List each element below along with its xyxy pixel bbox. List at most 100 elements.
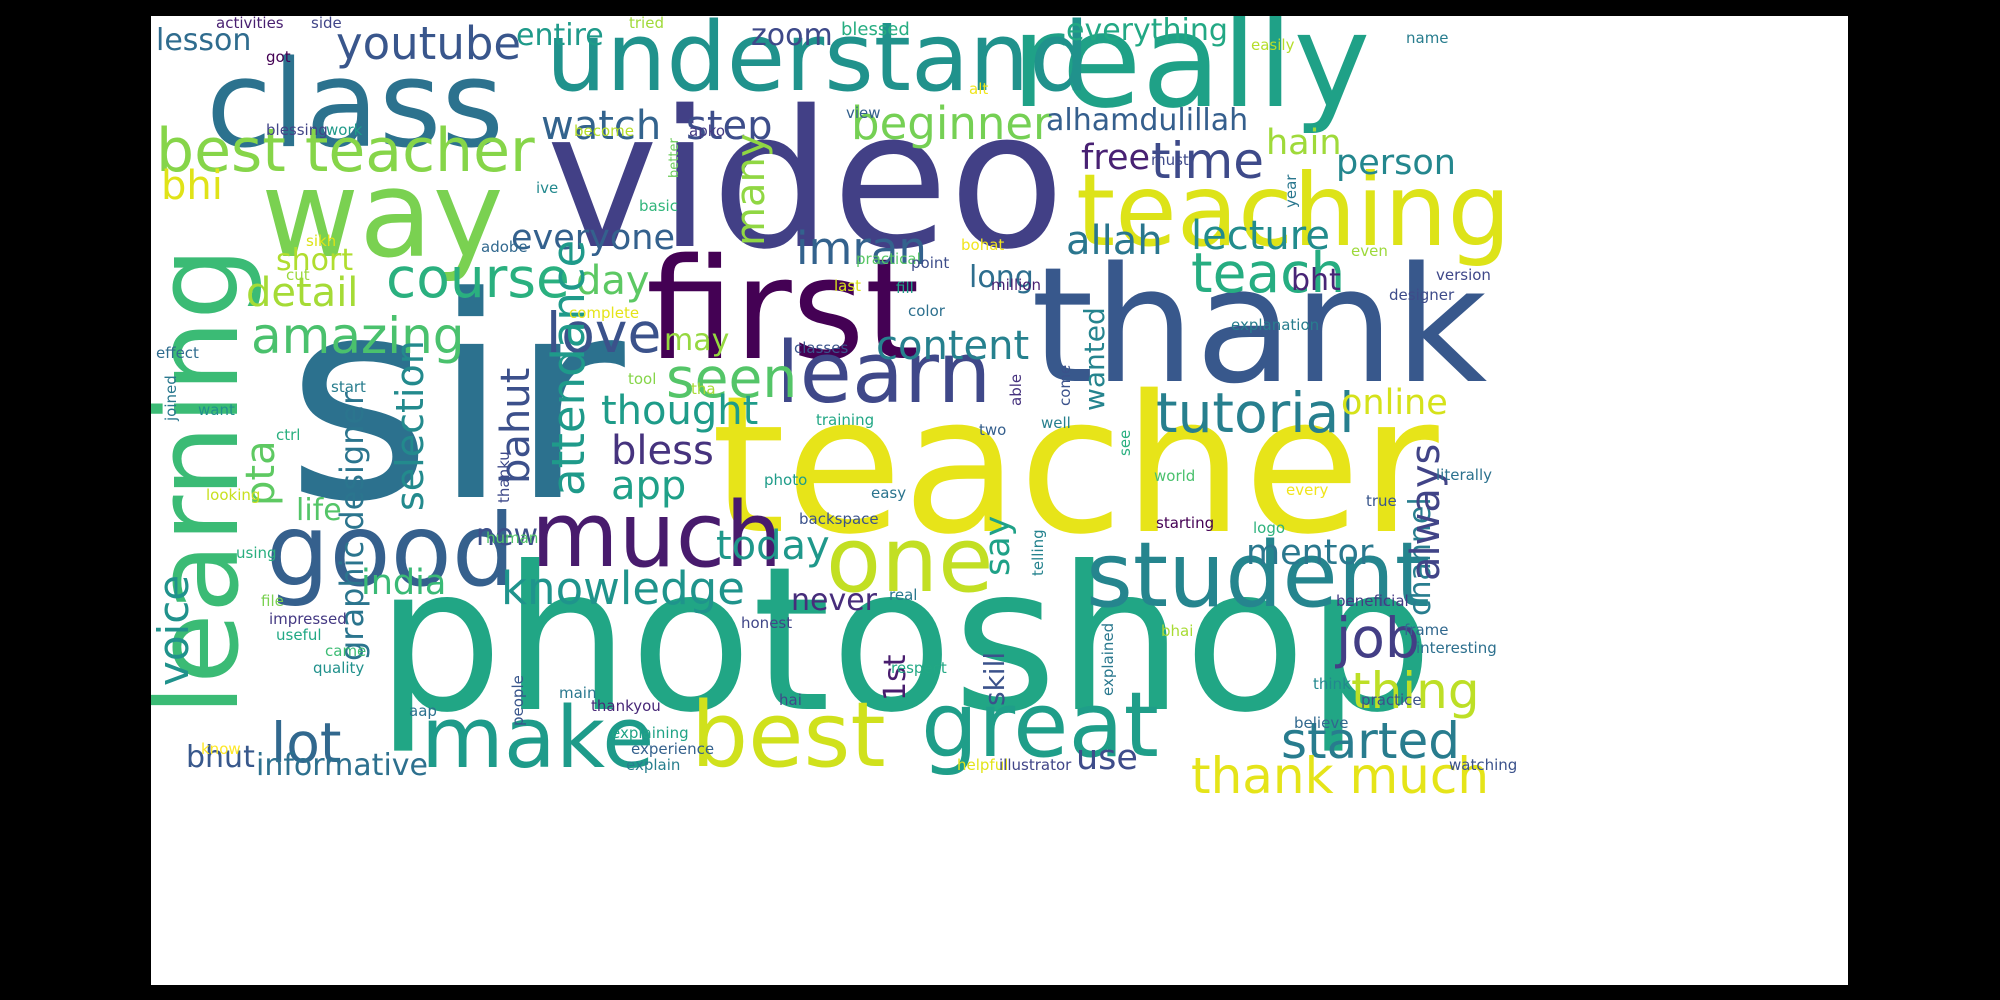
word-youtube: youtube [336,17,522,70]
word-came: believe [1294,714,1349,732]
word-adobe: last [834,277,862,295]
word-better: attendance [542,239,595,496]
word-hain: hain [1266,123,1342,163]
word-knowledge: knowledge [501,562,745,615]
word-way: way [261,146,504,285]
word-teaching: teaching [1076,152,1512,269]
word-got: better [667,138,682,178]
word-backspace: impressed [269,610,347,628]
word-app: app [611,463,687,509]
word-ctrl: world [1154,467,1196,485]
word-name: ive [536,179,559,197]
word-alhamdulillah: alhamdulillah [1046,103,1249,138]
word-people: hai [779,691,802,709]
word-real: came [325,642,367,660]
word-work: cut [286,266,310,284]
word-new: new [476,518,539,553]
word-bhai: practice [1361,691,1422,709]
word-day: day [576,258,650,304]
word-ive: million [991,276,1041,294]
word-become: sikh [306,232,337,250]
word-two: true [1366,492,1397,510]
word-many: blessing [266,121,328,139]
word-attendance: alt [969,80,989,98]
word-effect: two [979,421,1007,439]
word-india: india [361,563,447,603]
word-start: see [1116,429,1134,456]
word-started: started [1281,712,1460,770]
word-say: say [978,515,1018,576]
word-able: looking [206,486,261,504]
word-video: video [546,70,1065,291]
word-use: use [1076,738,1138,778]
word-hai: always [1403,443,1449,581]
word-detail: detail [246,270,359,316]
word-easily: basic [639,197,678,215]
word-think: know [201,740,241,758]
word-imran: imran [796,222,927,275]
word-life: life [296,493,342,528]
word-practice: explain [626,756,681,774]
word-version: tool [628,370,657,388]
word-bhut: bhut [186,740,255,775]
word-really: really [1011,16,1371,137]
word-selection: name [1406,29,1449,47]
word-photo: starting [1156,514,1215,532]
word-human: frame [1404,621,1449,639]
word-using: bhai [1161,622,1194,640]
word-best: best [691,683,886,788]
word-make: make [421,689,655,788]
word-short: short [276,243,354,278]
word-honest: think [1313,675,1351,693]
word-well: literally [1436,466,1493,484]
word-job: job [1336,606,1420,670]
word-impressed: explained [1099,622,1117,696]
word-watch: watch [541,103,662,149]
word-classes: well [1041,414,1071,432]
word-frame: main [559,684,597,702]
word-sikh: complete [569,304,640,322]
word-everyone: everyone [511,218,676,258]
word-understand: understand [546,16,1090,113]
word-free: free [1081,138,1151,178]
word-tried: must [1151,151,1189,169]
word-even: color [908,302,945,320]
word-apko: practical [856,250,921,268]
word-bohat: fill [896,279,914,297]
word-complete: tha [691,380,716,398]
word-always: side [311,16,342,32]
word-starting: useful [276,626,322,644]
word-explained: explaining [611,724,689,742]
word-tha: come [1056,364,1074,406]
word-bhi: bhi [161,163,223,209]
word-million: classes [794,339,849,357]
word-come: thanku [495,451,513,503]
word-practical: explanation [1231,316,1320,334]
word-course: course [386,246,570,310]
word-cloud: sir photoshop teacher video thank first … [151,16,1848,985]
word-thank-much: thank much [1191,747,1490,805]
word-long: long [969,260,1034,295]
word-color: want [198,401,235,419]
word-never: never [791,583,878,618]
word-designer: ctrl [276,426,301,444]
word-lecture: lecture [1191,213,1330,259]
word-view: adobe [481,238,528,256]
word-thanku: beneficial [1336,592,1409,610]
word-year: many [728,133,774,247]
word-mentor: mentor [1246,533,1374,573]
word-amazing: amazing [251,307,465,365]
word-good: good [266,492,516,609]
word-wanted: got [266,48,291,66]
word-basic: version [1436,266,1491,284]
word-respect: experience [631,740,715,758]
word-voice: become [574,122,635,140]
word-class: class [206,36,504,175]
word-literally: file [261,592,284,610]
word-side: apko [689,122,726,140]
word-joined: photo [764,471,808,489]
word-telling: quality [313,659,365,677]
word-allah: allah [1066,218,1163,264]
word-blessing: even [1351,242,1388,260]
word-seen: seen [666,346,798,410]
